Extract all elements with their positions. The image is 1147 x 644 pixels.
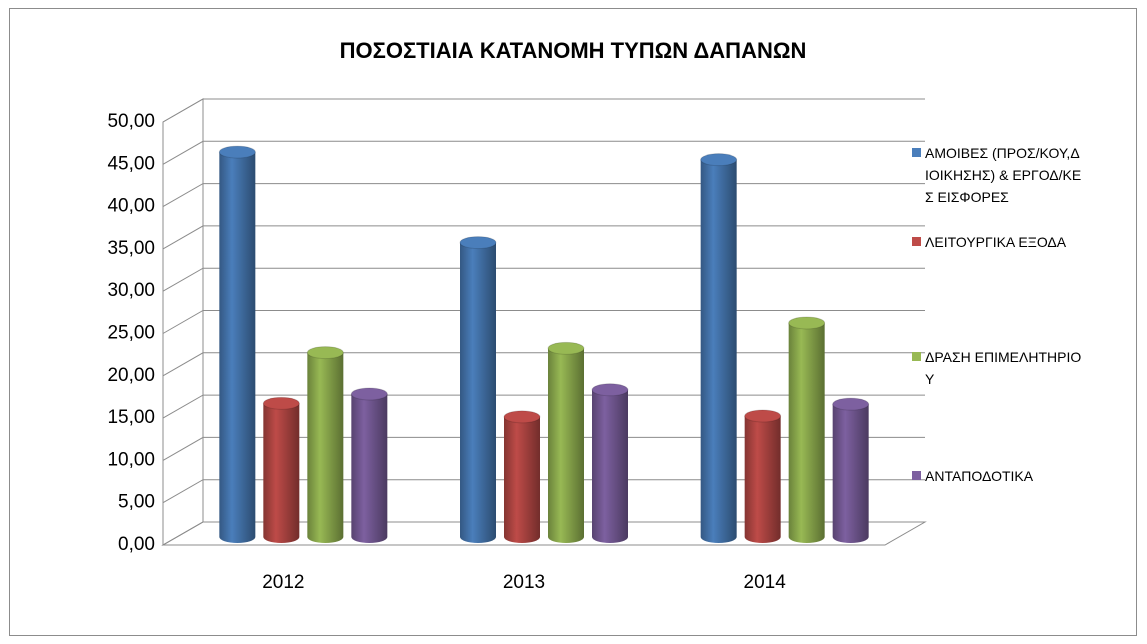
grid-line	[162, 267, 925, 292]
y-tick-label: 45,00	[107, 153, 155, 174]
bar-body	[832, 404, 869, 543]
x-tick-label: 2013	[503, 572, 545, 593]
bar-body	[307, 352, 344, 543]
bar	[547, 341, 585, 543]
legend-label: ΑΜΟΙΒΕΣ (ΠΡΟΣ/ΚΟΥ,ΔΙΟΙΚΗΣΗΣ) & ΕΡΓΟΔ/ΚΕΣ…	[925, 145, 1082, 205]
grid-line	[162, 98, 925, 123]
y-tick-label: 10,00	[107, 449, 155, 470]
legend-entry: ΑΜΟΙΒΕΣ (ΠΡΟΣ/ΚΟΥ,ΔΙΟΙΚΗΣΗΣ) & ΕΡΓΟΔ/ΚΕΣ…	[912, 142, 1082, 208]
bar-body	[744, 416, 781, 543]
grid-line	[162, 394, 925, 419]
y-tick-label: 35,00	[107, 238, 155, 259]
bar-cap	[459, 236, 497, 250]
bar	[218, 145, 256, 543]
bar-cap	[700, 153, 738, 167]
legend-swatch	[912, 148, 921, 157]
bar-body	[504, 416, 540, 543]
bar	[306, 346, 344, 543]
bar-cap	[262, 396, 300, 410]
y-tick-label: 25,00	[107, 323, 155, 344]
bar-cap	[306, 346, 344, 360]
bar-cap	[350, 387, 388, 401]
y-tick-label: 40,00	[107, 196, 155, 217]
bar-body	[592, 389, 628, 543]
grid-line	[162, 225, 925, 250]
legend-swatch	[912, 352, 921, 361]
y-tick-label: 0,00	[118, 534, 155, 555]
y-tick-label: 30,00	[107, 280, 155, 301]
grid-line	[162, 310, 925, 334]
bar	[744, 409, 782, 543]
grid-line	[162, 183, 925, 208]
bar-cap	[788, 316, 826, 330]
bar-body	[548, 348, 584, 543]
bar-body	[460, 242, 496, 544]
bar	[262, 396, 300, 543]
bar	[503, 410, 541, 543]
legend-entry: ΛΕΙΤΟΥΡΓΙΚΑ ΕΞΟΔΑ	[912, 231, 1082, 253]
bar-cap	[218, 145, 256, 159]
y-tick-label: 20,00	[107, 365, 155, 386]
x-tick-label: 2012	[262, 572, 304, 593]
bar	[700, 153, 738, 543]
bar-cap	[744, 409, 782, 423]
grid-line	[162, 140, 925, 165]
chart-title: ΠΟΣΟΣΤΙΑΙΑ ΚΑΤΑΝΟΜΗ ΤΥΠΩΝ ΔΑΠΑΝΩΝ	[340, 38, 807, 63]
bar	[350, 387, 388, 543]
legend-entry: ΑΝΤΑΠΟΔΟΤΙΚΑ	[912, 465, 1082, 487]
bar-cap	[832, 397, 870, 411]
bar-body	[351, 394, 388, 543]
bar-body	[788, 322, 825, 543]
grid-line	[162, 436, 925, 461]
bar	[459, 236, 497, 544]
y-tick-label: 5,00	[118, 492, 155, 513]
bar-body	[700, 159, 737, 543]
bar	[832, 397, 870, 543]
bar	[591, 383, 629, 543]
legend-label: ΔΡΑΣΗ ΕΠΙΜΕΛΗΤΗΡΙΟΥ	[925, 349, 1082, 387]
grid-line	[162, 352, 925, 377]
grid-line	[162, 521, 925, 546]
legend-label: ΛΕΙΤΟΥΡΓΙΚΑ ΕΞΟΔΑ	[925, 234, 1067, 250]
grid-line	[162, 479, 925, 504]
x-tick-label: 2014	[744, 572, 787, 593]
y-tick-label: 15,00	[107, 407, 155, 428]
bar-cap	[503, 410, 541, 424]
bar	[788, 316, 826, 543]
y-tick-label: 50,00	[107, 111, 155, 132]
legend-swatch	[912, 237, 921, 246]
legend-swatch	[912, 471, 921, 480]
bar-body	[219, 152, 256, 543]
bar-cap	[547, 341, 585, 355]
bar-body	[263, 403, 300, 543]
legend-entry: ΔΡΑΣΗ ΕΠΙΜΕΛΗΤΗΡΙΟΥ	[912, 346, 1082, 390]
legend-label: ΑΝΤΑΠΟΔΟΤΙΚΑ	[925, 468, 1034, 484]
bar-cap	[591, 383, 629, 397]
